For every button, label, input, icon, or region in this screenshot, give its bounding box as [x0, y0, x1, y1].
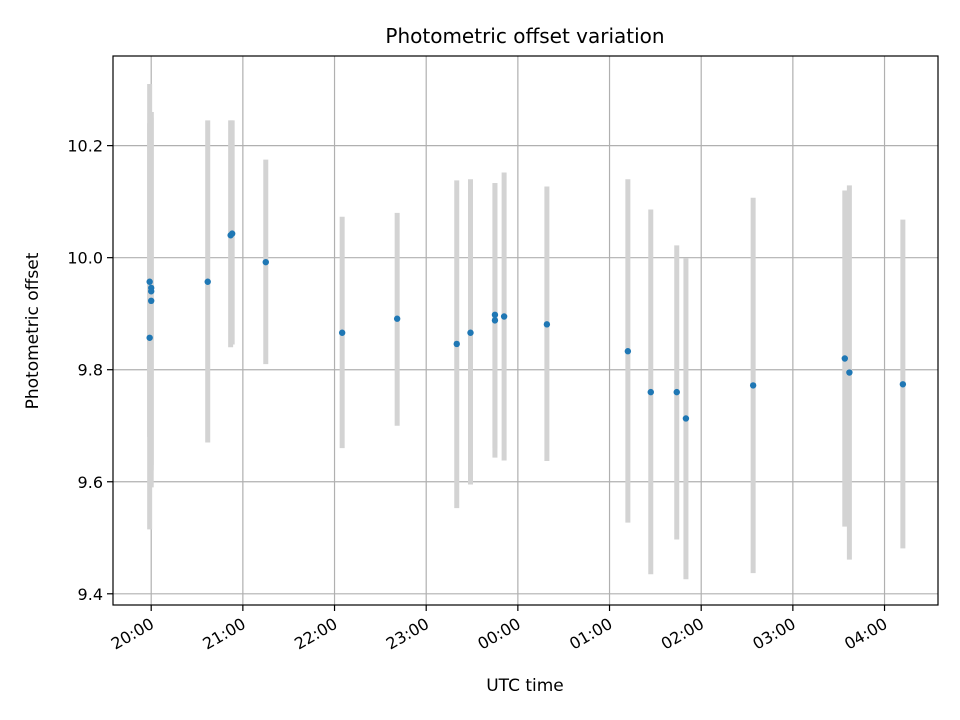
data-point — [491, 317, 499, 324]
data-point — [899, 381, 907, 388]
y-tick-label: 9.4 — [78, 585, 103, 604]
data-point — [467, 329, 474, 336]
data-point — [338, 329, 346, 336]
data-point — [453, 340, 460, 348]
data-point — [624, 348, 632, 355]
y-tick-label: 10.0 — [67, 249, 103, 268]
data-point — [146, 278, 153, 285]
data-point — [500, 313, 508, 320]
data-points — [146, 230, 907, 422]
x-axis-label: UTC time — [486, 676, 564, 696]
data-point — [749, 382, 757, 389]
chart-title: Photometric offset variation — [385, 24, 664, 48]
data-point — [491, 311, 499, 319]
y-axis-label: Photometric offset — [23, 252, 43, 409]
y-tick-label: 9.8 — [78, 361, 103, 380]
data-point — [841, 355, 849, 362]
data-point — [262, 258, 269, 266]
data-point — [673, 388, 680, 396]
data-point — [543, 321, 551, 328]
data-point — [147, 288, 155, 295]
y-tick-label: 9.6 — [78, 473, 103, 492]
data-point — [147, 297, 155, 305]
y-axis-ticks: 9.4 9.6 9.8 10.0 10.2 — [67, 137, 113, 604]
data-point — [228, 230, 236, 237]
data-point — [146, 334, 153, 341]
data-point — [846, 369, 853, 376]
data-point — [682, 415, 690, 422]
data-point — [647, 388, 654, 396]
y-tick-label: 10.2 — [67, 137, 103, 156]
data-point — [393, 315, 401, 322]
plot-frame — [112, 55, 939, 606]
data-point — [204, 278, 211, 285]
